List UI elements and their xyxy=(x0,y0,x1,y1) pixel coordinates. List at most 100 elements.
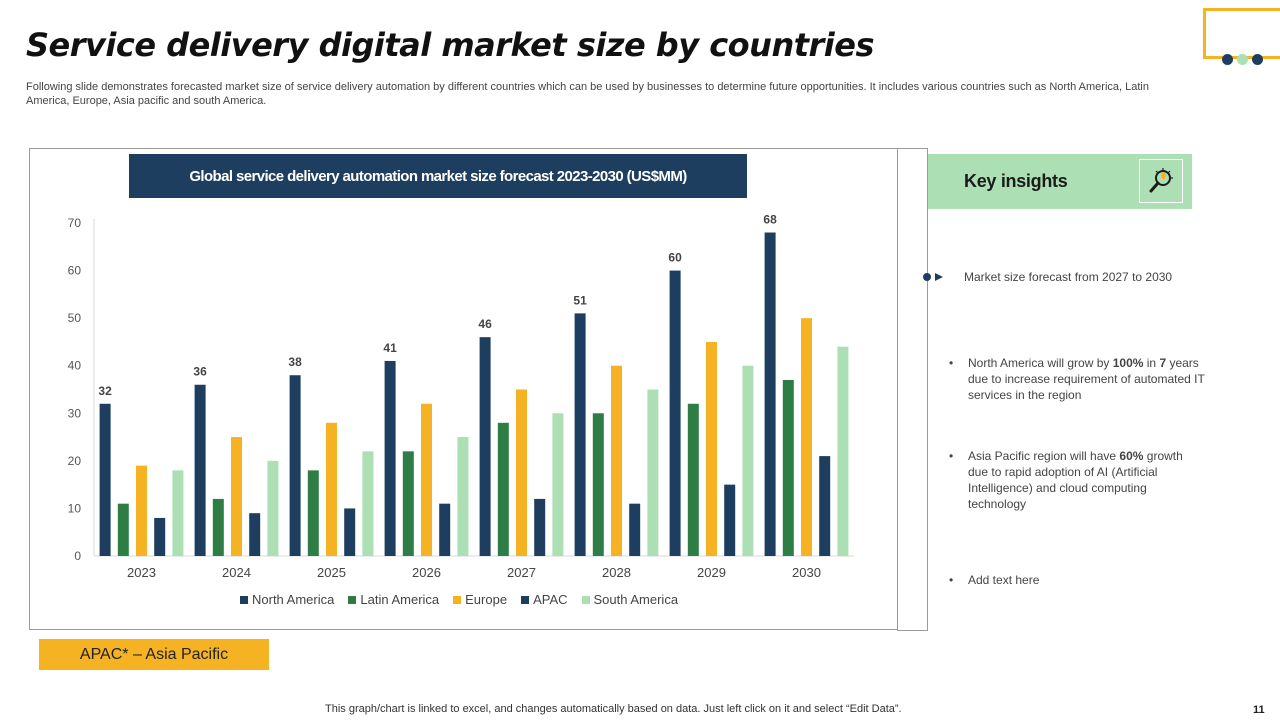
data-label: 36 xyxy=(193,365,207,379)
bar-europe-2025 xyxy=(326,422,337,556)
forecast-label: Market size forecast from 2027 to 2030 xyxy=(964,270,1173,284)
key-insights-header: Key insights xyxy=(928,154,1192,209)
y-tick-label: 40 xyxy=(68,359,82,373)
x-tick-label: 2026 xyxy=(412,565,441,580)
dot-navy xyxy=(1222,54,1233,65)
bar-apac-2026 xyxy=(439,503,451,556)
legend-swatch-south-america xyxy=(581,595,590,604)
bar-latin-america-2029 xyxy=(687,403,699,556)
bar-south-america-2029 xyxy=(742,365,754,556)
y-tick-label: 50 xyxy=(68,311,82,325)
bullet-marker: • xyxy=(949,573,954,587)
dot-navy-2 xyxy=(1252,54,1263,65)
chart-title: Global service delivery automation marke… xyxy=(129,154,747,198)
legend-label: APAC xyxy=(533,592,568,607)
data-label: 51 xyxy=(573,293,587,307)
bar-europe-2026 xyxy=(421,403,432,556)
bar-apac-2030 xyxy=(819,456,831,556)
bar-apac-2027 xyxy=(534,498,546,556)
data-label: 68 xyxy=(763,213,777,227)
bar-north-america-2025 xyxy=(289,375,301,556)
data-label: 41 xyxy=(383,341,397,355)
bar-latin-america-2025 xyxy=(307,470,319,556)
chart-frame-side xyxy=(897,148,928,631)
x-tick-label: 2023 xyxy=(127,565,156,580)
bar-apac-2023 xyxy=(154,517,166,556)
key-insights-title: Key insights xyxy=(964,171,1068,191)
bar-europe-2029 xyxy=(706,341,717,556)
x-tick-label: 2030 xyxy=(792,565,821,580)
bullet-text-part: in xyxy=(1143,356,1160,370)
x-tick-label: 2025 xyxy=(317,565,346,580)
bar-europe-2030 xyxy=(801,318,812,556)
bar-chart[interactable]: 0102030405060703220233620243820254120264… xyxy=(0,0,900,640)
bar-apac-2028 xyxy=(629,503,641,556)
footer-note: This graph/chart is linked to excel, and… xyxy=(325,703,902,715)
bar-north-america-2027 xyxy=(479,337,491,556)
dot-green xyxy=(1237,54,1248,65)
bar-north-america-2026 xyxy=(384,360,396,556)
bar-north-america-2029 xyxy=(669,270,681,556)
magnifier-bulb-icon xyxy=(1139,159,1183,203)
bullet-text-part: North America will grow by xyxy=(968,356,1113,370)
legend-south-america: South America xyxy=(581,592,679,607)
bar-apac-2024 xyxy=(249,513,261,556)
chart-legend: North America Latin America Europe APAC … xyxy=(240,592,678,607)
bar-south-america-2030 xyxy=(837,346,849,556)
bullet-text-part: Asia Pacific region will have xyxy=(968,449,1120,463)
bar-south-america-2024 xyxy=(267,460,279,556)
bar-latin-america-2028 xyxy=(592,413,604,556)
legend-label: Latin America xyxy=(360,592,440,607)
legend-swatch-latin-america xyxy=(348,595,357,604)
bullet-highlight: 100% xyxy=(1112,356,1144,370)
legend-swatch-apac xyxy=(521,595,530,604)
legend-north-america: North America xyxy=(240,592,334,607)
bullet-text: Add text here xyxy=(968,573,1040,587)
legend-apac: APAC xyxy=(521,592,568,607)
y-tick-label: 10 xyxy=(68,501,82,515)
bar-latin-america-2024 xyxy=(212,498,224,556)
y-tick-label: 0 xyxy=(74,549,81,563)
bullet-text-part: growth due to rapid adoption of AI (Arti… xyxy=(968,449,1183,511)
apac-footnote: APAC* – Asia Pacific xyxy=(39,639,269,670)
bar-north-america-2023 xyxy=(99,403,111,556)
legend-label: North America xyxy=(252,592,335,607)
bar-north-america-2030 xyxy=(764,232,776,556)
data-label: 60 xyxy=(668,251,682,265)
bullet-text: North America will grow by 100% in 7 yea… xyxy=(968,355,1206,403)
bar-south-america-2023 xyxy=(172,470,184,556)
legend-swatch-europe xyxy=(453,595,462,604)
bar-europe-2027 xyxy=(516,389,527,556)
bullet-text-part: years due to increase requirement of aut… xyxy=(968,356,1205,402)
page-number: 11 xyxy=(1253,704,1265,716)
bar-europe-2028 xyxy=(611,365,622,556)
legend-label: South America xyxy=(593,592,679,607)
legend-europe: Europe xyxy=(453,592,507,607)
bullet-marker: • xyxy=(949,356,954,370)
legend-swatch-north-america xyxy=(240,595,248,604)
x-tick-label: 2029 xyxy=(697,565,726,580)
y-tick-label: 60 xyxy=(68,264,82,278)
legend-latin-america: Latin America xyxy=(348,592,439,607)
y-tick-label: 70 xyxy=(68,216,82,230)
bullet-marker: • xyxy=(949,449,954,463)
bar-south-america-2028 xyxy=(647,389,659,556)
bar-south-america-2026 xyxy=(457,437,469,556)
bar-europe-2023 xyxy=(136,465,147,556)
magnifier-bulb-icon-svg xyxy=(1149,168,1173,193)
bar-latin-america-2027 xyxy=(497,422,509,556)
corner-frame-decoration xyxy=(1203,8,1280,59)
bullet-text: Asia Pacific region will have 60% growth… xyxy=(968,448,1206,512)
bar-europe-2024 xyxy=(231,437,242,556)
dots-decoration xyxy=(1222,54,1263,66)
bullet-highlight: 60% xyxy=(1119,449,1144,463)
bar-latin-america-2030 xyxy=(782,379,794,556)
x-tick-label: 2028 xyxy=(602,565,631,580)
forecast-label-row: Market size forecast from 2027 to 2030 xyxy=(922,270,1172,284)
bar-south-america-2027 xyxy=(552,413,564,556)
bar-latin-america-2026 xyxy=(402,451,414,556)
bar-apac-2029 xyxy=(724,484,736,556)
bullet-highlight: 7 xyxy=(1159,356,1167,370)
x-tick-label: 2024 xyxy=(222,565,251,580)
data-label: 32 xyxy=(98,384,112,398)
